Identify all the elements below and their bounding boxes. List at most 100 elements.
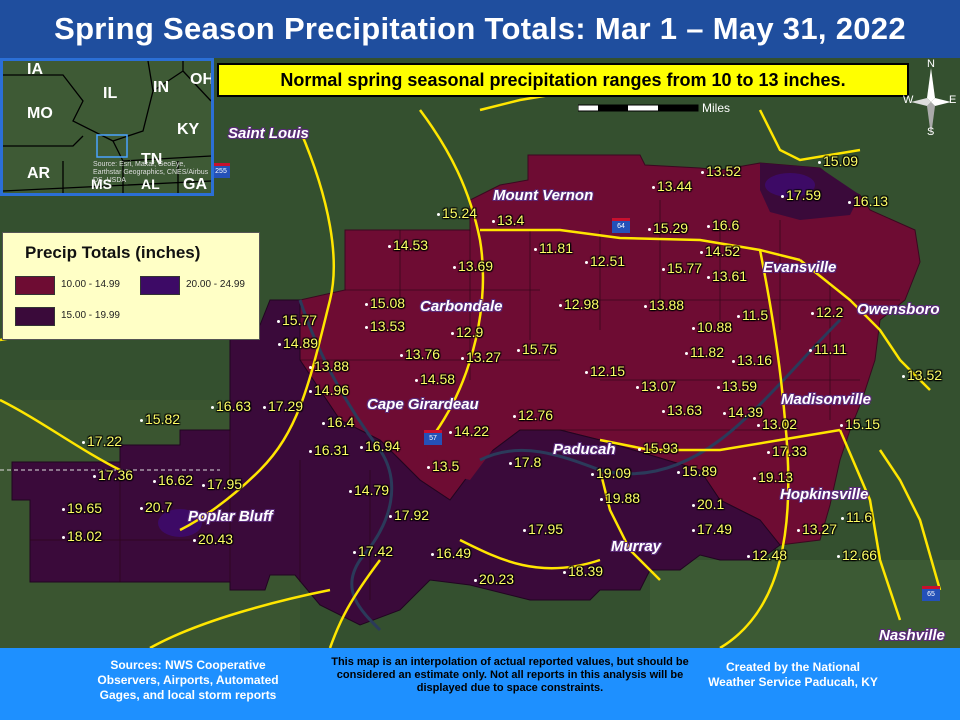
observation-point <box>400 354 403 357</box>
observation-value: 14.52 <box>705 243 741 259</box>
observation-point <box>93 475 96 478</box>
observation-point <box>431 553 434 556</box>
observation-value: 11.82 <box>690 344 724 360</box>
observation-value: 17.33 <box>772 443 808 459</box>
observation-point <box>140 419 143 422</box>
observation-value: 13.59 <box>722 378 758 394</box>
observation-point <box>309 366 312 369</box>
observation-point <box>453 266 456 269</box>
observation-value: 17.22 <box>87 433 123 449</box>
observation-value: 14.79 <box>354 482 390 498</box>
city-label: Paducah <box>553 441 616 458</box>
observation-point <box>591 473 594 476</box>
observation-value: 16.13 <box>853 193 889 209</box>
observation-point <box>365 326 368 329</box>
observation-value: 12.2 <box>816 304 844 320</box>
inset-state-label: MO <box>27 105 53 122</box>
city-label: Mount Vernon <box>493 187 594 204</box>
title-bar: Spring Season Precipitation Totals: Mar … <box>0 0 960 60</box>
observation-point <box>474 579 477 582</box>
observation-value: 14.53 <box>393 237 429 253</box>
footer: Sources: NWS Cooperative Observers, Airp… <box>0 648 960 720</box>
observation-point <box>677 471 680 474</box>
inset-state-label: GA <box>183 176 207 193</box>
observation-point <box>747 555 750 558</box>
observation-point <box>797 529 800 532</box>
observation-point <box>427 466 430 469</box>
observation-point <box>309 450 312 453</box>
observation-value: 16.4 <box>327 414 355 430</box>
observation-value: 16.63 <box>216 398 252 414</box>
observation-value: 12.51 <box>590 253 626 269</box>
observation-point <box>652 186 655 189</box>
observation-point <box>700 251 703 254</box>
map-canvas[interactable]: 255 64 57 65 <box>0 58 960 648</box>
observation-value: 13.4 <box>497 212 525 228</box>
observation-value: 13.52 <box>706 163 742 179</box>
observation-value: 11.81 <box>539 240 573 256</box>
observation-point <box>902 375 905 378</box>
legend: Precip Totals (inches) 10.00 - 14.99 20.… <box>2 232 260 340</box>
observation-value: 16.62 <box>158 472 194 488</box>
observation-point <box>360 446 363 449</box>
observation-point <box>513 415 516 418</box>
map-svg <box>0 58 960 648</box>
observation-value: 15.77 <box>667 260 703 276</box>
observation-value: 15.89 <box>682 463 718 479</box>
legend-title: Precip Totals (inches) <box>25 243 201 262</box>
city-label: Saint Louis <box>228 125 309 142</box>
city-label: Owensboro <box>857 301 940 318</box>
observation-value: 17.95 <box>207 476 243 492</box>
observation-value: 15.93 <box>643 440 679 456</box>
observation-value: 14.22 <box>454 423 490 439</box>
inset-attribution: Source: Esri, Maxar, GeoEye, Earthstar G… <box>93 161 209 184</box>
city-label: Nashville <box>879 627 945 644</box>
observation-point <box>415 379 418 382</box>
observation-point <box>701 171 704 174</box>
observation-point <box>685 352 688 355</box>
compass-n: N <box>927 58 935 70</box>
observation-point <box>388 245 391 248</box>
city-label: Madisonville <box>781 391 872 408</box>
observation-point <box>263 406 266 409</box>
observation-point <box>809 349 812 352</box>
observation-value: 15.24 <box>442 205 478 221</box>
inset-state-label: IA <box>27 61 43 78</box>
observation-point <box>841 517 844 520</box>
precip-zone-20-25 <box>158 509 202 537</box>
observation-value: 17.92 <box>394 507 430 523</box>
highway-shield: 65 <box>922 586 940 601</box>
observation-value: 14.89 <box>283 335 319 351</box>
observation-value: 12.98 <box>564 296 600 312</box>
observation-point <box>818 161 821 164</box>
highway-shield: 255 <box>212 163 230 178</box>
observation-value: 15.77 <box>282 312 318 328</box>
observation-value: 14.58 <box>420 371 456 387</box>
observation-point <box>644 305 647 308</box>
observation-value: 20.23 <box>479 571 515 587</box>
observation-value: 11.11 <box>814 341 847 357</box>
inset-state-lines <box>3 61 211 193</box>
footer-credit: Created by the National Weather Service … <box>708 660 878 689</box>
observation-value: 15.09 <box>823 153 859 169</box>
observation-value: 13.07 <box>641 378 677 394</box>
footer-sources: Sources: NWS Cooperative Observers, Airp… <box>97 658 279 702</box>
observation-value: 20.1 <box>697 496 725 512</box>
observation-point <box>451 332 454 335</box>
observation-value: 14.39 <box>728 404 764 420</box>
compass-e: E <box>949 94 957 106</box>
scale-bar-label: Miles <box>702 101 731 115</box>
inset-state-label: OH <box>190 71 214 88</box>
observation-value: 17.36 <box>98 467 134 483</box>
observation-point <box>202 484 205 487</box>
observation-value: 20.43 <box>198 531 234 547</box>
observation-value: 15.82 <box>145 411 181 427</box>
observation-point <box>193 539 196 542</box>
observation-value: 11.5 <box>742 307 769 323</box>
observation-value: 12.15 <box>590 363 626 379</box>
observation-value: 17.59 <box>786 187 822 203</box>
observation-value: 20.7 <box>145 499 173 515</box>
inset-state-label: KY <box>177 121 200 138</box>
observation-value: 17.42 <box>358 543 394 559</box>
observation-value: 17.29 <box>268 398 304 414</box>
